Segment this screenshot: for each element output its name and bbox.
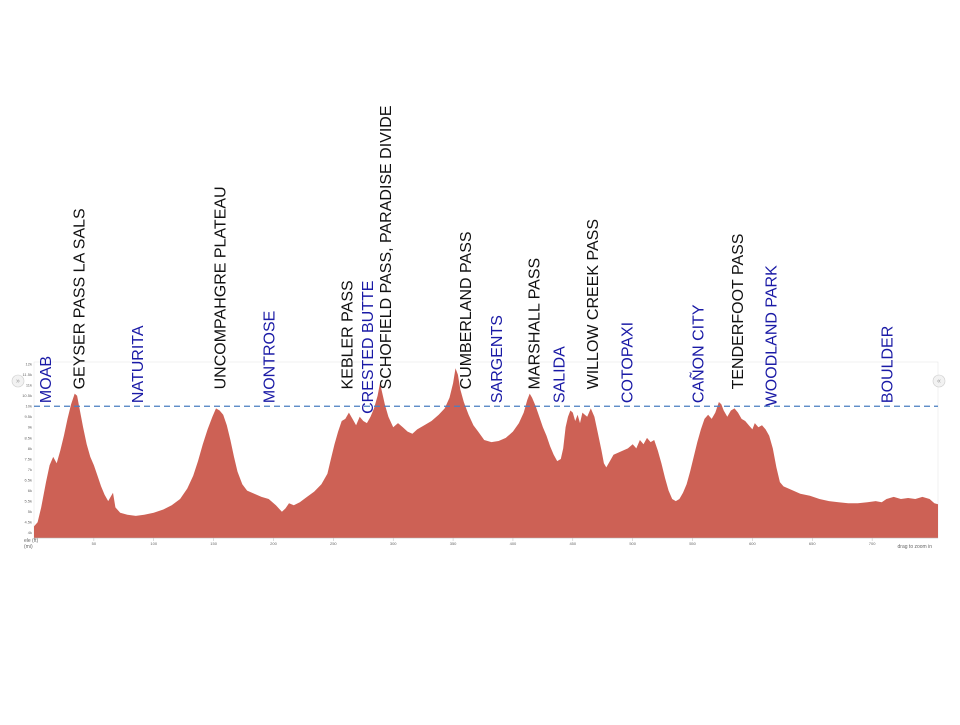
town-label: WOODLAND PARK [763,265,780,406]
collapse-left-icon[interactable]: » [11,374,25,388]
y-tick-label: 4.5k [24,520,32,525]
y-tick-label: 11.5k [23,372,33,377]
town-label: MOAB [38,356,55,403]
x-tick-label: 300 [390,541,397,546]
town-label: SALIDA [551,346,568,403]
y-tick-label: 7k [28,467,32,472]
pass-label: SCHOFIELD PASS, PARADISE DIVIDE [378,105,395,389]
chart-controls: » « ele (ft) (mi) drag to zoom in [11,374,946,550]
collapse-right-icon[interactable]: « [932,374,946,388]
x-tick-label: 200 [270,541,277,546]
svg-text:»: » [16,378,20,385]
elevation-area [34,368,938,538]
y-tick-label: 5.5k [24,499,32,504]
x-tick-label: 600 [749,541,756,546]
x-tick-label: 700 [869,541,876,546]
y-tick-label: 4k [28,530,32,535]
y-tick-label: 12k [26,362,32,367]
town-label: MONTROSE [262,311,279,403]
y-tick-label: 8k [28,446,32,451]
y-tick-label: 6.5k [24,477,32,482]
axes-layer: 50 100 150 200 250 300 350 400 450 500 550 600 650 70… [22,362,938,546]
y-tick-label: 6k [28,488,32,493]
town-label: BOULDER [880,326,897,403]
x-tick-label: 150 [210,541,217,546]
town-label: CRESTED BUTTE [360,281,377,414]
pass-label: MARSHALL PASS [526,258,543,390]
y-unit-label: ele (ft) [24,538,39,544]
x-tick-label: 250 [330,541,337,546]
town-label: SARGENTS [489,315,506,403]
x-tick-label: 550 [689,541,696,546]
y-tick-label: 10k [26,404,32,409]
y-tick-label: 10.5k [22,393,32,398]
pass-label: CUMBERLAND PASS [458,231,475,389]
x-tick-label: 100 [150,541,157,546]
y-tick-label: 7.5k [24,456,32,461]
y-tick-label: 11k [26,383,32,388]
pass-label: UNCOMPAHGRE PLATEAU [213,186,230,389]
y-tick-label: 8.5k [24,435,32,440]
town-label: CAÑON CITY [687,304,707,403]
x-tick-label: 350 [450,541,457,546]
town-label: NATURITA [130,325,147,403]
y-tick-label: 9.5k [24,414,32,419]
y-tick-label: 5k [28,509,32,514]
svg-text:«: « [937,378,941,385]
pass-label: KEBLER PASS [340,280,357,389]
x-tick-label: 450 [569,541,576,546]
pass-label: TENDERFOOT PASS [730,234,747,390]
x-unit-label: (mi) [24,544,33,550]
pass-label: WILLOW CREEK PASS [585,219,602,389]
x-tick-label: 400 [510,541,517,546]
x-tick-label: 650 [809,541,816,546]
waypoint-labels-layer: MOAB GEYSER PASS LA SALS NATURITA UNCOMPAHG… [38,105,897,413]
y-tick-label: 9k [28,425,32,430]
elevation-area-layer [34,368,938,538]
x-tick-label: 500 [629,541,636,546]
town-label: COTOPAXI [620,322,637,403]
pass-label: GEYSER PASS LA SALS [71,208,88,389]
drag-to-zoom-hint[interactable]: drag to zoom in [898,544,933,550]
x-tick-label: 50 [92,541,97,546]
